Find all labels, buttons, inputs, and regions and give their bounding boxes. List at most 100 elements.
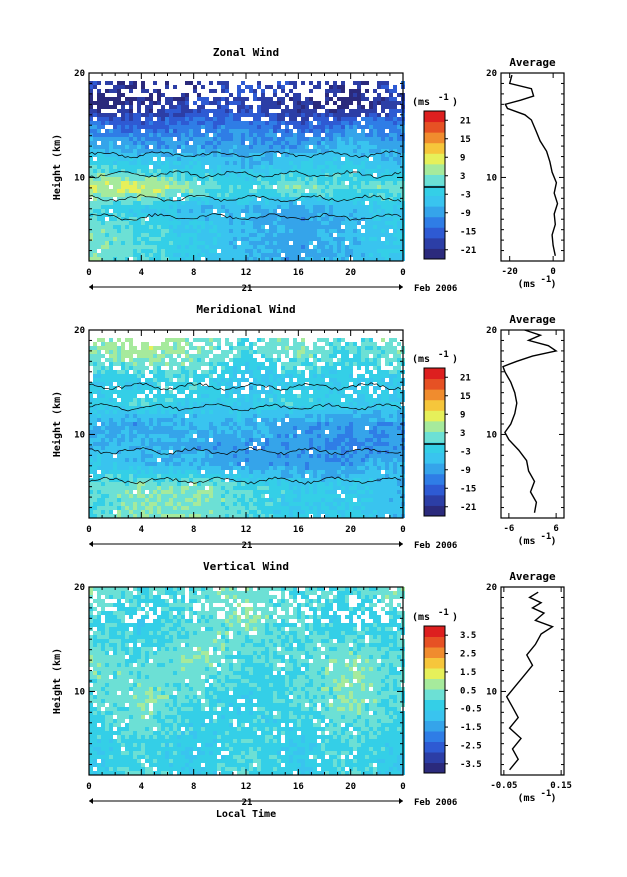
average-unit-close: ) <box>551 279 557 290</box>
average-y-tick-label: 10 <box>486 687 497 697</box>
colorbar-swatch <box>424 626 445 637</box>
colorbar-swatch <box>424 379 445 390</box>
colorbar-swatch <box>424 463 445 474</box>
average-x-tick-label: -6 <box>503 524 514 534</box>
date-axis-arrow <box>399 284 403 290</box>
x-tick-label: 0 <box>86 782 91 792</box>
average-unit: (ms <box>517 793 535 804</box>
colorbar-swatch <box>424 122 445 133</box>
y-tick-label: 20 <box>74 583 85 593</box>
colorbar-tick-label: 0.5 <box>460 686 476 696</box>
date-month-label: Feb 2006 <box>414 541 457 551</box>
x-tick-label: 16 <box>293 268 304 278</box>
colorbar-swatch <box>424 174 445 185</box>
colorbar-swatch <box>424 721 445 732</box>
colorbar-swatch <box>424 700 445 711</box>
colorbar-swatch <box>424 132 445 143</box>
average-frame <box>501 587 564 775</box>
colorbar-swatch <box>424 368 445 379</box>
x-tick-label: 12 <box>241 268 252 278</box>
colorbar-swatch <box>424 389 445 400</box>
average-y-tick-label: 20 <box>486 326 497 336</box>
average-y-tick-label: 20 <box>486 583 497 593</box>
y-axis-label: Height (km) <box>51 391 63 457</box>
panel-title: Zonal Wind <box>213 46 279 59</box>
colorbar-unit-close: ) <box>452 354 458 365</box>
x-tick-label: 0 <box>400 525 405 535</box>
heatmap-field <box>89 338 405 518</box>
colorbar-unit: (ms <box>412 612 430 623</box>
x-tick-label: 12 <box>241 525 252 535</box>
colorbar-swatch <box>424 637 445 648</box>
colorbar-tick-label: 21 <box>460 116 471 126</box>
date-month-label: Feb 2006 <box>414 798 457 808</box>
x-tick-label: 4 <box>139 525 145 535</box>
average-x-tick-label: -0.05 <box>490 781 517 791</box>
y-axis-label: Height (km) <box>51 134 63 200</box>
date-day-label: 21 <box>242 541 253 551</box>
date-axis-arrow <box>89 541 93 547</box>
average-title: Average <box>509 313 556 326</box>
x-tick-label: 20 <box>345 525 356 535</box>
x-tick-label: 0 <box>86 525 91 535</box>
y-tick-label: 20 <box>74 326 85 336</box>
colorbar-swatch <box>424 196 445 207</box>
average-y-tick-label: 10 <box>486 430 497 440</box>
colorbar-swatch <box>424 731 445 742</box>
y-tick-label: 10 <box>74 430 85 440</box>
colorbar-tick-label: 1.5 <box>460 668 476 678</box>
x-tick-label: 4 <box>139 268 145 278</box>
colorbar-tick-label: 3 <box>460 172 465 182</box>
colorbar-swatch <box>424 143 445 154</box>
colorbar-swatch <box>424 763 445 774</box>
colorbar-tick-label: -9 <box>460 466 471 476</box>
x-tick-label: 0 <box>400 268 405 278</box>
y-axis-label: Height (km) <box>51 648 63 714</box>
date-axis-arrow <box>89 798 93 804</box>
x-tick-label: 20 <box>345 782 356 792</box>
colorbar-swatch <box>424 111 445 122</box>
colorbar-swatch <box>424 668 445 679</box>
x-tick-label: 0 <box>400 782 405 792</box>
date-day-label: 21 <box>242 284 253 294</box>
colorbar-swatch <box>424 410 445 421</box>
colorbar-tick-label: -1.5 <box>460 723 482 733</box>
colorbar-tick-label: -3 <box>460 190 471 200</box>
x-axis-label: Local Time <box>216 808 276 820</box>
colorbar-tick-label: 2.5 <box>460 650 476 660</box>
colorbar-tick-label: 15 <box>460 392 471 402</box>
colorbar-unit-close: ) <box>452 612 458 623</box>
colorbar-tick-label: -3.5 <box>460 760 482 770</box>
average-x-tick-label: -20 <box>502 267 518 277</box>
panel-title: Meridional Wind <box>196 303 295 316</box>
x-tick-label: 8 <box>191 782 196 792</box>
colorbar-tick-label: 15 <box>460 135 471 145</box>
colorbar-swatch <box>424 484 445 495</box>
x-tick-label: 20 <box>345 268 356 278</box>
colorbar-swatch <box>424 679 445 690</box>
heatmap-field <box>89 587 405 775</box>
colorbar-swatch <box>424 505 445 516</box>
colorbar-swatch <box>424 227 445 238</box>
colorbar-swatch <box>424 431 445 442</box>
colorbar-unit-exp: -1 <box>438 93 449 103</box>
colorbar-swatch <box>424 153 445 164</box>
average-title: Average <box>509 56 556 69</box>
colorbar-unit: (ms <box>412 354 430 365</box>
colorbar-swatch <box>424 248 445 259</box>
colorbar-tick-label: 21 <box>460 373 471 383</box>
colorbar-swatch <box>424 474 445 485</box>
colorbar-swatch <box>424 647 445 658</box>
average-x-tick-label: 6 <box>553 524 558 534</box>
date-month-label: Feb 2006 <box>414 284 457 294</box>
colorbar-tick-label: 3 <box>460 429 465 439</box>
colorbar-unit: (ms <box>412 97 430 108</box>
colorbar-tick-label: 3.5 <box>460 631 476 641</box>
x-tick-label: 12 <box>241 782 252 792</box>
colorbar-unit-exp: -1 <box>438 350 449 360</box>
date-axis-arrow <box>89 284 93 290</box>
